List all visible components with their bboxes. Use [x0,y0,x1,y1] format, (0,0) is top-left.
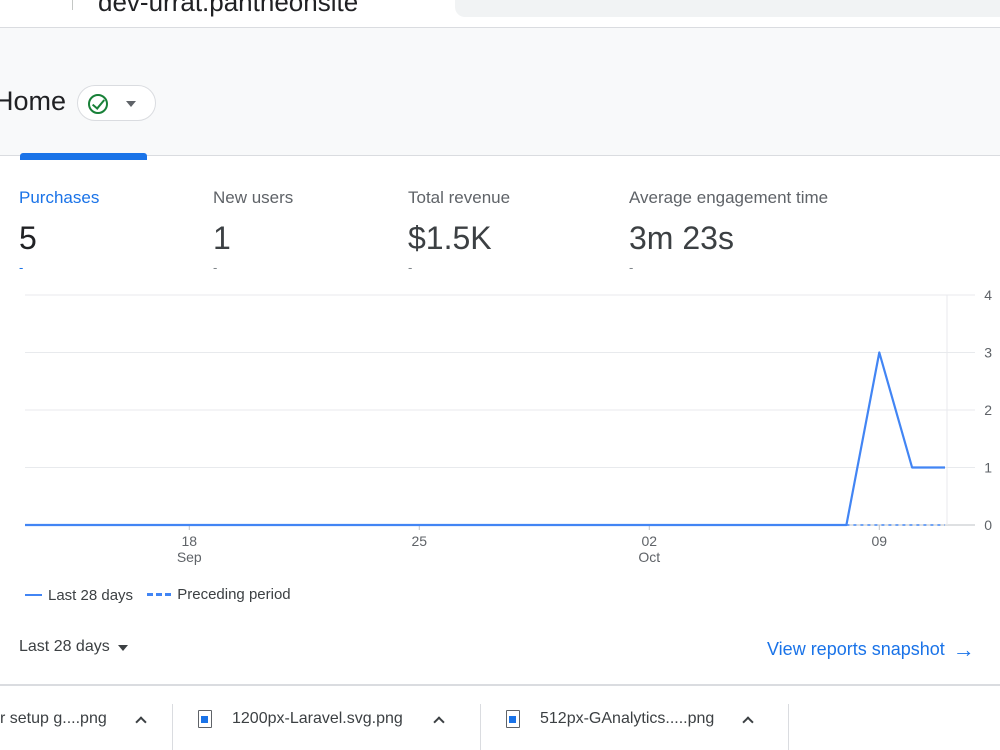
metric-label: New users [213,188,294,207]
check-circle-icon [88,94,108,114]
metric-label: Total revenue [408,188,511,207]
y-tick-label: 2 [984,402,992,418]
x-tick-month-label: Sep [177,549,202,565]
arrow-right-icon: → [952,636,975,662]
chevron-up-icon[interactable] [433,715,445,728]
metric-card-purchases[interactable]: Purchases 5 - [19,188,99,275]
image-file-icon [506,709,520,728]
download-item[interactable]: 1200px-Laravel.svg.png [198,686,445,750]
y-tick-label: 4 [984,290,992,303]
caret-down-icon [117,645,128,651]
chart-legend: Last 28 days Preceding period [25,583,301,604]
metric-value: $1.5K [408,220,492,256]
solid-line-swatch [25,594,42,596]
metric-card-total-revenue[interactable]: Total revenue $1.5K - [408,188,510,275]
download-item[interactable]: r setup g....png [0,686,147,750]
x-tick-label: 02 [641,533,657,549]
active-metric-indicator [20,153,147,160]
metric-value: 3m 23s [629,220,734,256]
tab-title[interactable]: dev-urrat.pantheonsite [98,0,359,17]
download-filename: 512px-GAnalytics.....png [540,709,715,727]
view-link-label: View reports snapshot [767,639,945,659]
page-title: Home [0,86,67,116]
metric-value: 5 [19,220,37,256]
dashed-line-swatch [147,593,172,596]
x-tick-label: 25 [411,533,427,549]
shelf-separator [480,704,481,750]
download-item[interactable]: 512px-GAnalytics.....png [506,686,754,750]
view-reports-snapshot-link[interactable]: View reports snapshot → [767,636,975,662]
divider [0,684,1000,685]
date-range-label: Last 28 days [19,638,110,655]
metric-card-engagement-time[interactable]: Average engagement time 3m 23s - [629,188,828,275]
date-range-dropdown[interactable]: Last 28 days [19,638,128,656]
legend-label: Last 28 days [48,586,134,604]
shelf-separator [788,704,789,750]
x-tick-month-label: Oct [638,549,660,565]
metric-delta: - [19,260,24,275]
image-file-icon [198,709,212,728]
download-filename: r setup g....png [0,709,107,727]
metric-delta: - [408,260,413,275]
metric-card-new-users[interactable]: New users 1 - [213,188,293,275]
metric-value: 1 [213,220,231,256]
shelf-separator [172,704,173,750]
page-header: Home [0,28,1000,156]
y-tick-label: 0 [984,517,992,533]
property-status-dropdown[interactable] [77,85,156,121]
y-tick-label: 3 [984,345,992,361]
download-filename: 1200px-Laravel.svg.png [232,709,403,727]
metric-delta: - [629,260,634,275]
series-line-last-28-days [25,351,945,527]
x-tick-label: 09 [871,533,887,549]
chevron-up-icon[interactable] [135,715,147,728]
download-shelf: r setup g....png 1200px-Laravel.svg.png … [0,685,1000,750]
tab-divider [72,0,73,10]
metric-delta: - [213,260,218,275]
legend-label: Preceding period [177,586,291,603]
browser-top-strip: dev-urrat.pantheonsite [0,0,1000,28]
chevron-up-icon[interactable] [742,715,754,728]
y-tick-label: 1 [984,460,992,476]
x-tick-label: 18 [181,533,197,549]
legend-item-current[interactable]: Last 28 days [25,587,133,604]
address-bar[interactable] [455,0,1000,17]
metric-label: Average engagement time [629,188,829,207]
legend-item-previous[interactable]: Preceding period [147,586,291,603]
metric-label: Purchases [19,188,100,207]
caret-down-icon [126,101,136,107]
